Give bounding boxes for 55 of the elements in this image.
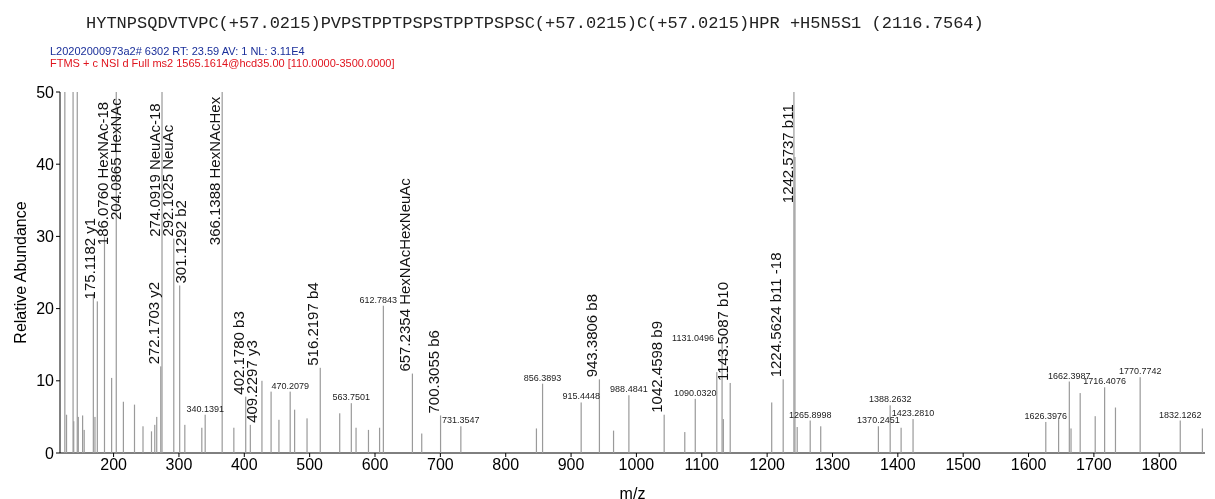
annotation: 516.2197 b4 — [304, 282, 322, 366]
annotation: 1388.2632 — [868, 394, 912, 405]
y-axis-title: Relative Abundance — [12, 201, 29, 344]
x-tick-label: 400 — [230, 456, 258, 474]
annotation: 470.2079 — [271, 380, 309, 391]
annotation: 204.0865 HexNAc — [107, 97, 125, 220]
y-tick-label: 30 — [36, 228, 55, 246]
chart-subtitle: L20202000973a2# 6302 RT: 23.59 AV: 1 NL: 3.11E4 — [50, 45, 305, 57]
annotation: 1090.0320 — [673, 387, 717, 398]
annotation: 366.1388 HexNAcHex — [206, 96, 224, 246]
annotation: 1131.0496 — [672, 332, 715, 343]
annotation: 731.3547 — [442, 415, 480, 426]
x-tick-label: 1800 — [1141, 456, 1178, 474]
x-tick-label: 800 — [492, 456, 520, 474]
annotation: 657.2354 HexNAcHexNeuAc — [396, 177, 414, 372]
y-tick-label: 20 — [36, 300, 55, 318]
x-tick-label: 1000 — [618, 456, 655, 474]
annotation: 1626.3976 — [1024, 410, 1068, 421]
annotation: 700.3055 b6 — [424, 330, 442, 414]
x-tick-label: 700 — [427, 456, 454, 474]
annotation: 1770.7742 — [1118, 366, 1162, 377]
annotation: 1265.8998 — [788, 409, 832, 420]
x-tick-label: 500 — [296, 456, 324, 474]
annotation: 1832.1262 — [1158, 409, 1202, 420]
x-tick-label: 1600 — [1010, 456, 1047, 474]
annotation: 340.1391 — [186, 403, 224, 414]
x-tick-label: 1200 — [749, 456, 786, 474]
x-tick-label: 300 — [165, 456, 193, 474]
x-tick-label: 1100 — [684, 456, 720, 474]
y-tick-label: 10 — [36, 372, 55, 390]
annotation: 612.7843 — [359, 294, 398, 305]
annotation: 563.7501 — [332, 392, 371, 403]
x-tick-label: 1300 — [814, 456, 851, 474]
annotation: 272.1703 y2 — [144, 281, 162, 365]
annotation: 988.4841 — [610, 384, 648, 395]
x-tick-label: 1500 — [945, 456, 982, 474]
x-tick-label: 600 — [361, 456, 389, 474]
annotation: 1143.5087 b10 — [714, 281, 732, 381]
x-tick-label: 1700 — [1076, 456, 1112, 474]
annotation: 274.0919 NeuAc-18 — [146, 103, 164, 237]
x-axis-title: m/z — [619, 485, 646, 499]
y-tick-label: 40 — [36, 155, 55, 173]
annotation: 943.3806 b8 — [583, 293, 601, 378]
text: FTMS + c NSI d Full ms2 1565.1614@hcd35.00 [110.0000-3500.0000] — [50, 57, 395, 69]
annotation: 1242.5737 b11 — [778, 104, 796, 204]
annotation: 1042.4598 b9 — [648, 320, 666, 413]
y-tick-label: 0 — [45, 444, 55, 462]
annotation: 856.3893 — [523, 372, 562, 383]
annotation: 915.4448 — [562, 391, 600, 402]
x-tick-label: 900 — [557, 456, 585, 474]
x-tick-label: 1400 — [880, 456, 916, 474]
x-tick-label: 200 — [100, 456, 128, 474]
chart-title: HYTNPSQDVTVPC(+57.0215)PVPSTPPTPSPSTPPTPSPSC(+57.0215)C(+57.0215)HPR +H5N5S1 (2116.7564) — [86, 14, 984, 33]
y-tick-label: 50 — [36, 83, 55, 101]
annotation: 1224.5624 b11 -18 — [767, 252, 785, 378]
